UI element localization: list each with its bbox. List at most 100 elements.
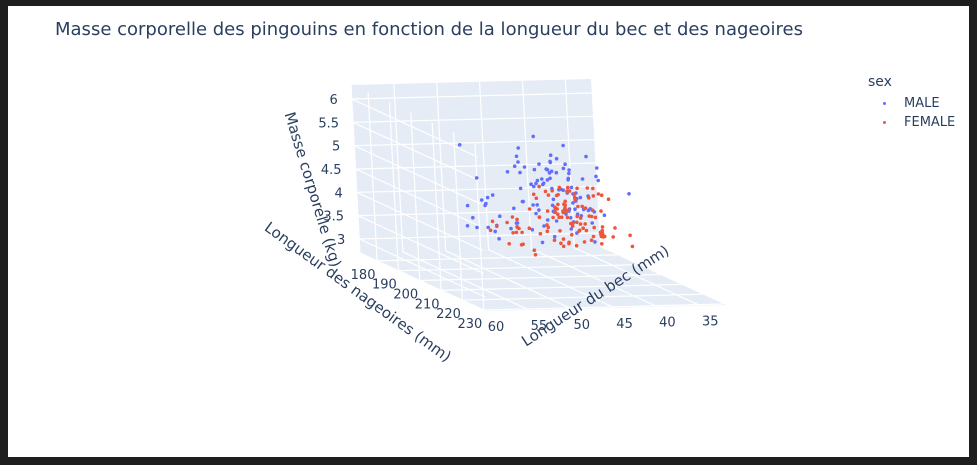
data-point-female[interactable] — [519, 243, 524, 247]
data-point-female[interactable] — [537, 215, 542, 220]
data-point-male[interactable] — [566, 176, 571, 181]
data-point-male[interactable] — [627, 192, 631, 196]
data-point-male[interactable] — [594, 174, 598, 179]
data-point-male[interactable] — [537, 162, 541, 166]
data-point-female[interactable] — [583, 206, 588, 210]
legend-item-female[interactable]: FEMALE — [868, 113, 955, 132]
data-point-female[interactable] — [538, 231, 543, 236]
data-point-male[interactable] — [569, 216, 573, 220]
data-point-male[interactable] — [486, 225, 491, 230]
data-point-female[interactable] — [545, 209, 550, 213]
data-point-female[interactable] — [537, 184, 541, 189]
data-point-female[interactable] — [602, 234, 607, 239]
data-point-female[interactable] — [580, 204, 584, 209]
data-point-female[interactable] — [515, 225, 519, 229]
data-point-male[interactable] — [569, 227, 574, 231]
data-point-female[interactable] — [575, 214, 579, 219]
data-point-female[interactable] — [543, 189, 548, 194]
data-point-male[interactable] — [548, 160, 553, 165]
data-point-female[interactable] — [572, 192, 577, 196]
data-point-female[interactable] — [561, 244, 566, 249]
data-point-female[interactable] — [527, 207, 532, 211]
data-point-male[interactable] — [522, 165, 527, 169]
data-point-female[interactable] — [557, 185, 562, 190]
data-point-female[interactable] — [552, 238, 557, 243]
data-point-female[interactable] — [559, 215, 564, 219]
data-point-female[interactable] — [556, 212, 560, 216]
data-point-male[interactable] — [505, 170, 510, 174]
data-point-female[interactable] — [596, 192, 601, 196]
data-point-female[interactable] — [575, 186, 579, 191]
data-point-female[interactable] — [600, 228, 605, 233]
data-point-male[interactable] — [542, 224, 546, 228]
data-point-female[interactable] — [563, 203, 567, 207]
data-point-female[interactable] — [545, 223, 549, 227]
data-point-male[interactable] — [518, 170, 522, 175]
data-point-female[interactable] — [553, 210, 557, 214]
data-point-male[interactable] — [515, 221, 520, 225]
data-point-male[interactable] — [531, 203, 535, 207]
data-point-female[interactable] — [514, 230, 519, 235]
data-point-male[interactable] — [540, 240, 545, 245]
data-point-male[interactable] — [563, 162, 567, 166]
data-point-female[interactable] — [569, 221, 573, 226]
data-point-male[interactable] — [554, 156, 559, 161]
data-point-female[interactable] — [589, 238, 594, 242]
data-point-female[interactable] — [573, 198, 577, 202]
data-point-female[interactable] — [591, 234, 596, 239]
data-point-male[interactable] — [490, 193, 495, 197]
data-point-male[interactable] — [554, 170, 559, 175]
data-point-male[interactable] — [474, 176, 479, 180]
data-point-female[interactable] — [576, 204, 580, 209]
data-point-male[interactable] — [484, 201, 488, 206]
data-point-male[interactable] — [584, 154, 588, 159]
data-point-male[interactable] — [561, 166, 566, 171]
data-point-female[interactable] — [591, 186, 595, 191]
data-point-female[interactable] — [567, 189, 572, 193]
data-point-male[interactable] — [532, 184, 536, 189]
data-point-male[interactable] — [578, 195, 583, 200]
data-point-male[interactable] — [516, 146, 520, 150]
data-point-male[interactable] — [569, 185, 574, 190]
data-point-female[interactable] — [593, 215, 598, 220]
data-point-female[interactable] — [555, 207, 559, 211]
data-point-female[interactable] — [628, 233, 632, 238]
data-point-male[interactable] — [479, 198, 484, 202]
data-point-male[interactable] — [512, 206, 516, 211]
data-point-female[interactable] — [554, 193, 559, 198]
data-point-female[interactable] — [599, 209, 603, 213]
data-point-male[interactable] — [540, 177, 544, 181]
data-point-male[interactable] — [520, 199, 525, 204]
data-point-female[interactable] — [563, 199, 567, 204]
data-point-female[interactable] — [600, 225, 605, 229]
data-point-female[interactable] — [613, 226, 617, 230]
data-point-male[interactable] — [471, 215, 475, 220]
data-point-male[interactable] — [534, 211, 538, 216]
data-point-female[interactable] — [574, 243, 579, 248]
data-point-male[interactable] — [512, 164, 517, 168]
data-point-female[interactable] — [488, 228, 493, 233]
data-point-female[interactable] — [532, 248, 537, 252]
data-point-female[interactable] — [577, 228, 582, 233]
data-point-female[interactable] — [511, 231, 515, 235]
data-point-female[interactable] — [520, 230, 524, 235]
data-point-male[interactable] — [475, 225, 479, 230]
data-point-male[interactable] — [580, 177, 585, 181]
data-point-female[interactable] — [490, 219, 495, 224]
data-point-male[interactable] — [548, 176, 552, 181]
data-point-female[interactable] — [533, 253, 538, 257]
data-point-female[interactable] — [550, 188, 554, 193]
data-point-male[interactable] — [509, 226, 513, 231]
data-point-female[interactable] — [561, 237, 566, 241]
data-point-female[interactable] — [527, 226, 532, 230]
data-point-male[interactable] — [530, 227, 535, 232]
data-point-female[interactable] — [578, 222, 583, 226]
data-point-male[interactable] — [593, 240, 597, 244]
data-point-female[interactable] — [575, 220, 579, 225]
data-point-female[interactable] — [599, 193, 604, 197]
data-point-female[interactable] — [565, 215, 570, 220]
data-point-male[interactable] — [534, 181, 538, 186]
data-point-male[interactable] — [535, 178, 540, 183]
data-point-female[interactable] — [565, 189, 569, 193]
